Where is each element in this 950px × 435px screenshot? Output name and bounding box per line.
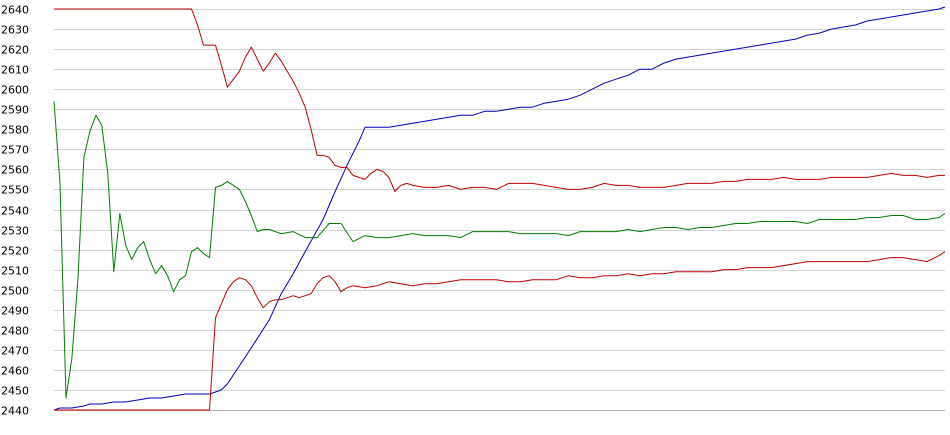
y-tick-label: 2440	[1, 405, 29, 418]
y-tick-label: 2610	[1, 64, 29, 77]
series-line-2	[54, 8, 945, 192]
series-line-4	[54, 251, 946, 411]
series-lines	[53, 6, 946, 411]
y-tick-label: 2600	[1, 84, 29, 97]
y-tick-label: 2570	[1, 144, 29, 157]
y-tick-label: 2530	[1, 225, 29, 238]
y-tick-label: 2620	[1, 44, 29, 57]
y-axis-tick-labels: 2440 2450 2460 2470 2480 2490 2500 2510 2520 2530…	[1, 4, 29, 418]
y-tick-label: 2480	[1, 325, 29, 338]
y-tick-label: 2580	[1, 124, 29, 137]
grid-lines	[54, 9, 945, 391]
y-tick-label: 2460	[1, 365, 29, 378]
series-line-1	[53, 6, 946, 411]
y-tick-label: 2510	[1, 265, 29, 278]
y-tick-label: 2550	[1, 184, 29, 197]
y-tick-label: 2560	[1, 164, 29, 177]
y-tick-label: 2450	[1, 385, 29, 398]
y-tick-label: 2500	[1, 285, 29, 298]
y-tick-label: 2520	[1, 245, 29, 258]
y-tick-label: 2630	[1, 24, 29, 37]
series-line-3	[53, 101, 946, 399]
y-tick-label: 2590	[1, 104, 29, 117]
y-tick-label: 2490	[1, 305, 29, 318]
y-tick-label: 2470	[1, 345, 29, 358]
y-tick-label: 2640	[1, 4, 29, 17]
y-tick-label: 2540	[1, 205, 29, 218]
